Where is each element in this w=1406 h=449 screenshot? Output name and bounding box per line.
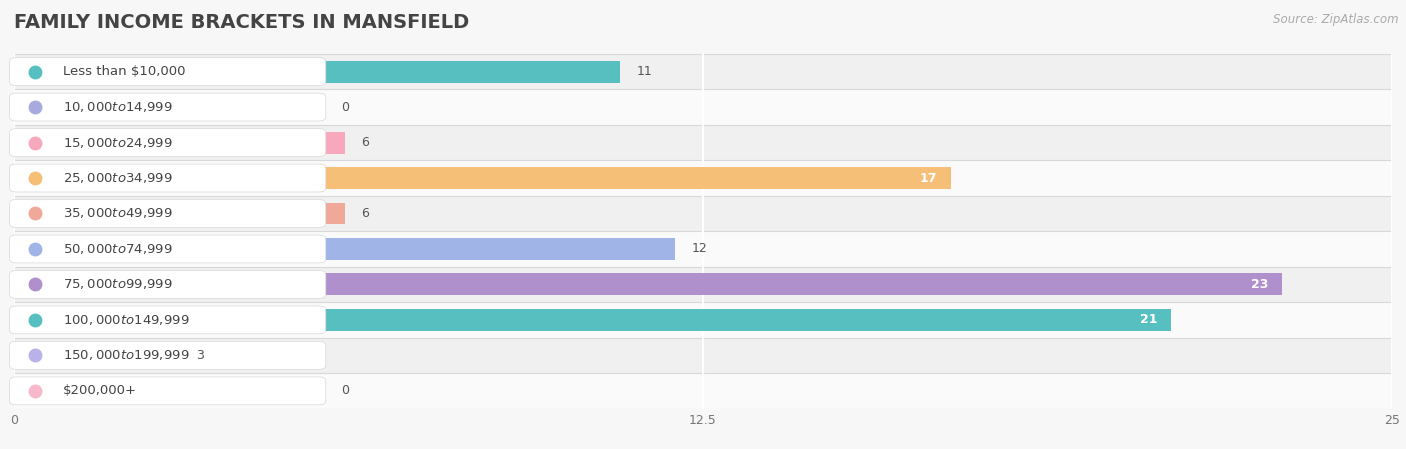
Bar (14, 302, 1392, 338)
Bar (14, 54, 1392, 89)
Text: Source: ZipAtlas.com: Source: ZipAtlas.com (1274, 13, 1399, 26)
FancyBboxPatch shape (10, 341, 326, 370)
Bar (14, 160, 1392, 196)
Text: $100,000 to $149,999: $100,000 to $149,999 (63, 313, 190, 327)
Text: $150,000 to $199,999: $150,000 to $199,999 (63, 348, 190, 362)
FancyBboxPatch shape (10, 377, 326, 405)
Bar (14, 125, 1392, 160)
Text: 21: 21 (1140, 313, 1157, 326)
Bar (14, 132, 344, 154)
Text: 6: 6 (361, 207, 370, 220)
Text: 11: 11 (637, 65, 652, 78)
Bar (14, 373, 1392, 409)
FancyBboxPatch shape (10, 306, 326, 334)
Bar (14, 273, 1282, 295)
Bar (14, 231, 1392, 267)
Text: FAMILY INCOME BRACKETS IN MANSFIELD: FAMILY INCOME BRACKETS IN MANSFIELD (14, 13, 470, 32)
Bar (14, 380, 22, 402)
Bar (14, 61, 620, 83)
Text: Less than $10,000: Less than $10,000 (63, 65, 186, 78)
Bar (14, 238, 675, 260)
Bar (14, 202, 344, 224)
FancyBboxPatch shape (10, 199, 326, 228)
Text: $75,000 to $99,999: $75,000 to $99,999 (63, 277, 173, 291)
Text: 0: 0 (342, 384, 349, 397)
FancyBboxPatch shape (10, 270, 326, 299)
Text: $10,000 to $14,999: $10,000 to $14,999 (63, 100, 173, 114)
Bar (14, 196, 1392, 231)
Text: 17: 17 (920, 172, 938, 185)
Text: $15,000 to $24,999: $15,000 to $24,999 (63, 136, 173, 150)
Text: $200,000+: $200,000+ (63, 384, 136, 397)
Text: 0: 0 (342, 101, 349, 114)
Text: 23: 23 (1250, 278, 1268, 291)
FancyBboxPatch shape (10, 128, 326, 157)
Text: 12: 12 (692, 242, 707, 255)
Text: $50,000 to $74,999: $50,000 to $74,999 (63, 242, 173, 256)
FancyBboxPatch shape (10, 57, 326, 86)
Text: $35,000 to $49,999: $35,000 to $49,999 (63, 207, 173, 220)
Text: 3: 3 (195, 349, 204, 362)
FancyBboxPatch shape (10, 164, 326, 192)
Bar (14, 96, 22, 118)
Bar (14, 309, 1171, 331)
Text: 6: 6 (361, 136, 370, 149)
FancyBboxPatch shape (10, 93, 326, 121)
Bar (14, 89, 1392, 125)
Bar (14, 344, 180, 366)
Text: $25,000 to $34,999: $25,000 to $34,999 (63, 171, 173, 185)
Bar (14, 167, 950, 189)
Bar (14, 267, 1392, 302)
FancyBboxPatch shape (10, 235, 326, 263)
Bar (14, 338, 1392, 373)
